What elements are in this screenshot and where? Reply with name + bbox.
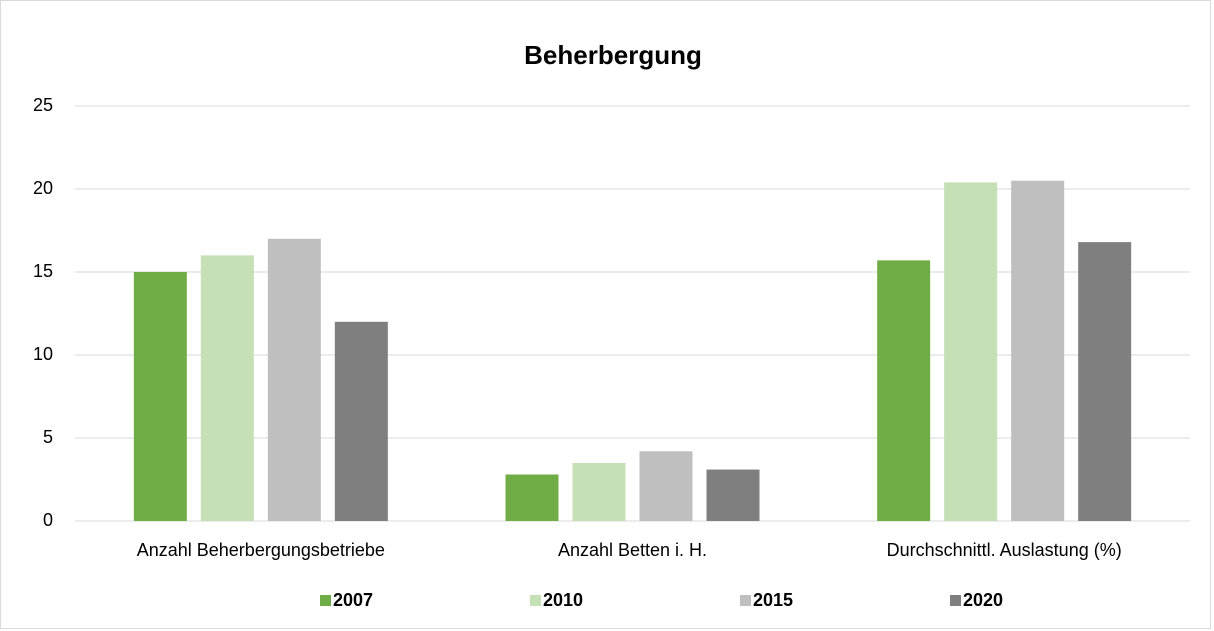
chart-title: Beherbergung [524, 40, 702, 70]
bar [572, 462, 626, 521]
bar [267, 238, 321, 522]
bar [334, 321, 388, 521]
y-tick-label: 20 [33, 178, 53, 198]
x-tick-label: Anzahl Beherbergungsbetriebe [137, 540, 385, 560]
bar [133, 272, 187, 521]
bar [706, 469, 760, 521]
y-tick-label: 5 [43, 427, 53, 447]
y-tick-label: 25 [33, 95, 53, 115]
legend-label: 2015 [753, 590, 793, 610]
y-tick-label: 10 [33, 344, 53, 364]
bar [877, 260, 931, 521]
legend-marker [950, 595, 961, 606]
bar [1011, 180, 1065, 521]
legend-marker [320, 595, 331, 606]
y-tick-label: 15 [33, 261, 53, 281]
legend-marker [530, 595, 541, 606]
legend-label: 2020 [963, 590, 1003, 610]
x-tick-label: Durchschnittl. Auslastung (%) [887, 540, 1122, 560]
x-tick-label: Anzahl Betten i. H. [558, 540, 707, 560]
bar [1078, 242, 1132, 521]
y-tick-label: 0 [43, 510, 53, 530]
bar [200, 255, 254, 521]
legend-label: 2007 [333, 590, 373, 610]
legend-label: 2010 [543, 590, 583, 610]
bar [505, 474, 559, 521]
legend-marker [740, 595, 751, 606]
bar [944, 182, 998, 522]
bar [639, 451, 693, 521]
